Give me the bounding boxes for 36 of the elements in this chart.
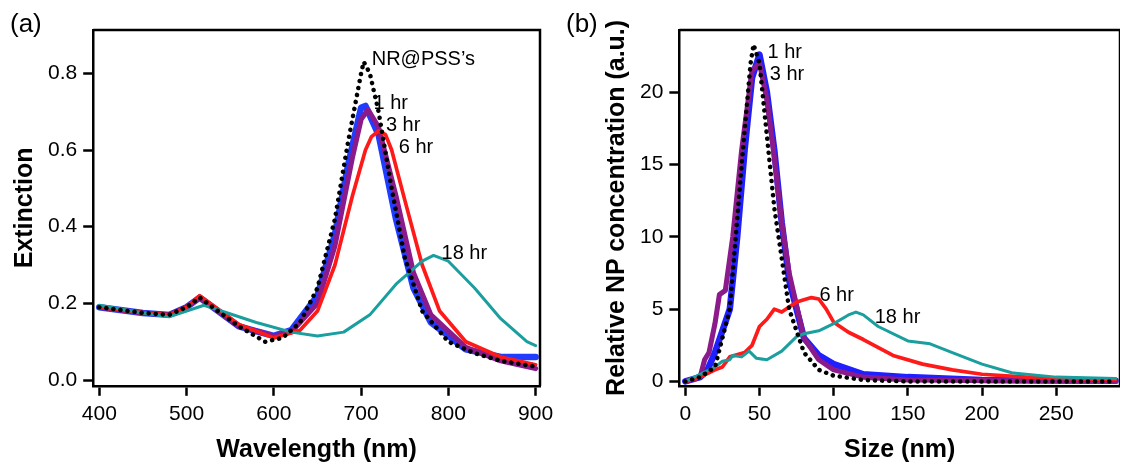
y-tick-label: 5 [651, 295, 664, 319]
x-axis-title: Size (nm) [844, 433, 956, 462]
x-tick-label: 500 [169, 401, 205, 425]
y-tick-label: 20 [640, 78, 664, 102]
y-tick-label: 0 [651, 368, 664, 392]
y-tick-label: 0.6 [47, 136, 78, 160]
y-tick-label: 0.8 [47, 60, 78, 84]
series-label: 6 hr [398, 135, 434, 158]
x-tick-label: 50 [747, 401, 772, 425]
x-tick-label: 900 [518, 401, 554, 425]
series-label: 3 hr [385, 113, 421, 136]
series-label: 18 hr [441, 240, 488, 263]
y-axis-title: Extinction [8, 147, 37, 269]
x-tick-label: 250 [1038, 401, 1074, 425]
y-axis-title: Relative NP concentration (a.u.) [600, 19, 629, 396]
series-label: 6 hr [819, 283, 855, 306]
y-tick-label: 15 [640, 151, 664, 175]
y-tick-label: 0.4 [47, 213, 78, 237]
y-tick-label: 0.0 [47, 366, 78, 390]
series-label: 18 hr [874, 305, 921, 328]
y-tick-label: 0.2 [47, 290, 78, 314]
series-label: 3 hr [769, 62, 805, 85]
x-axis-title: Wavelength (nm) [216, 433, 417, 462]
x-tick-label: 200 [964, 401, 1000, 425]
text: (a) [10, 8, 42, 39]
x-tick-label: 700 [343, 401, 379, 425]
x-tick-label: 100 [816, 401, 852, 425]
x-tick-label: 600 [256, 401, 292, 425]
x-tick-label: 150 [890, 401, 926, 425]
y-tick-label: 10 [640, 223, 664, 247]
x-tick-label: 400 [81, 401, 117, 425]
text: (b) [566, 8, 598, 39]
series-label: NR@PSS’s [371, 47, 476, 70]
series-label: 1 hr [767, 40, 803, 63]
x-tick-label: 0 [679, 401, 692, 425]
x-tick-label: 800 [430, 401, 466, 425]
